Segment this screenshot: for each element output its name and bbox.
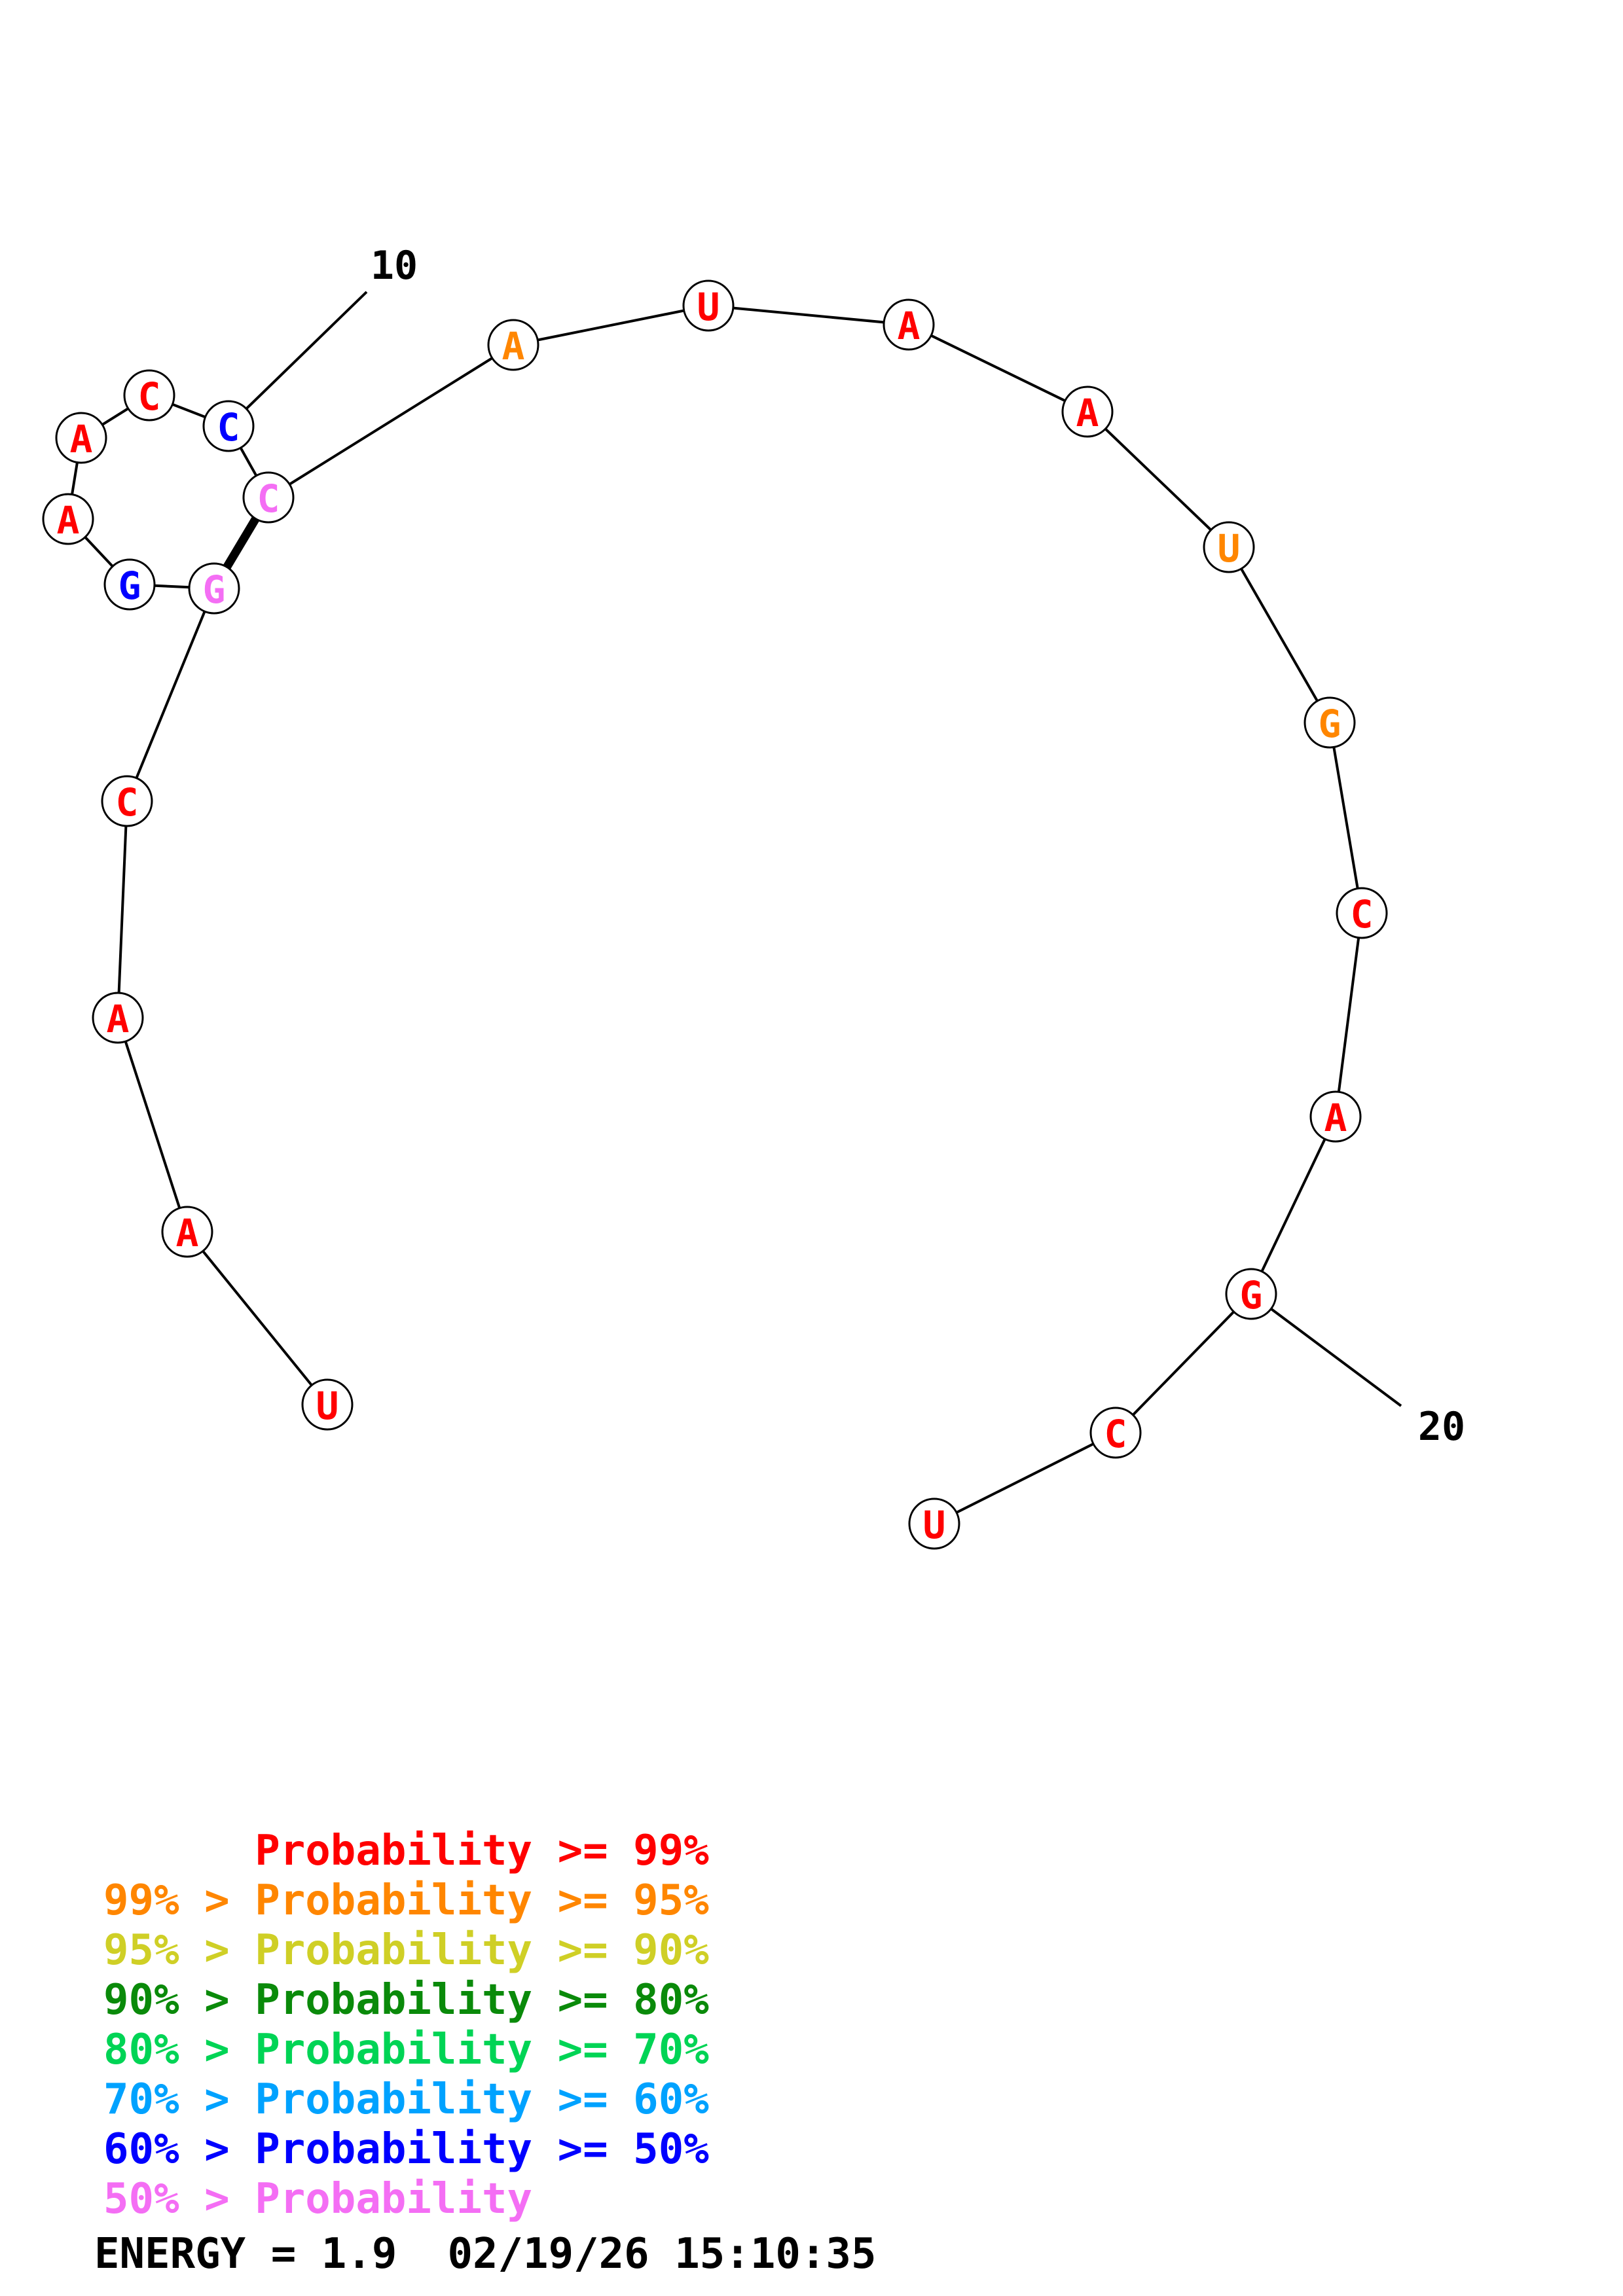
nucleotide-base: C (1351, 892, 1374, 937)
nucleotide-base: A (1324, 1096, 1347, 1140)
nucleotide-circle (1061, 386, 1114, 438)
nucleotide-circle (202, 400, 255, 452)
label-pointer-line (227, 291, 368, 427)
nucleotide-circle (908, 1498, 960, 1550)
nucleotide-base: A (107, 997, 130, 1041)
backbone-segment (1228, 547, 1331, 723)
legend-item: 90% > Probability >= 80% (103, 1976, 709, 2024)
nucleotide-base: G (1319, 702, 1341, 746)
nucleotide-circle (188, 562, 240, 615)
nucleotide-circle (123, 369, 175, 422)
nucleotide-base: U (697, 285, 720, 329)
legend-item: 50% > Probability (103, 2175, 533, 2223)
backbone-segment (1114, 1293, 1252, 1434)
backbone-segment (267, 344, 515, 499)
nucleotide-base: A (502, 324, 525, 368)
backbone-segment (708, 304, 909, 326)
backbone-segment (126, 588, 215, 802)
nucleotide-base: U (316, 1384, 339, 1428)
legend-item: 95% > Probability >= 90% (103, 1926, 709, 1975)
nucleotide-base: A (176, 1211, 199, 1255)
nucleotide-circle (101, 775, 153, 827)
nucleotide-circle (1336, 887, 1388, 939)
energy-footer: ENERGY = 1.9 02/19/26 15:10:35 (94, 2230, 877, 2278)
backbone-segment (117, 1017, 189, 1232)
legend-item: 80% > Probability >= 70% (103, 2026, 709, 2074)
backbone-segment (117, 800, 128, 1018)
backbone-segment (934, 1431, 1116, 1525)
probability-legend: Probability >= 99% 99% > Probability >= 9… (103, 1826, 709, 2224)
nucleotide-circle (1225, 1268, 1277, 1320)
backbone-segment (1250, 1116, 1337, 1295)
nucleotide-circle (161, 1206, 213, 1258)
nucleotide-base: A (898, 304, 921, 348)
nucleotide-base: C (1104, 1412, 1127, 1456)
nucleotide-circle (487, 319, 539, 371)
nucleotide-circle (103, 558, 156, 611)
sequence-number-label: 10 (371, 243, 418, 289)
nucleotide-circle (301, 1378, 354, 1431)
nucleotide-base: C (257, 476, 280, 521)
label-pointer-line (1250, 1293, 1402, 1407)
backbone-segment (513, 304, 709, 346)
sequence-number-label: 20 (1418, 1404, 1465, 1450)
backbone-segment (1086, 410, 1230, 548)
nucleotide-circle (92, 992, 144, 1044)
nucleotide-base: C (217, 405, 240, 450)
nucleotide-circle (1089, 1407, 1142, 1459)
nucleotide-base: G (203, 567, 226, 612)
legend-item: 70% > Probability >= 60% (103, 2075, 709, 2124)
nucleotide-base: A (70, 417, 93, 461)
nucleotide-circle (1203, 521, 1255, 573)
nucleotide-circle (242, 471, 295, 524)
legend-item: 60% > Probability >= 50% (103, 2125, 709, 2174)
backbone-segment (1334, 912, 1363, 1117)
nucleotide-circle (1309, 1090, 1362, 1143)
nucleotide-circle (55, 412, 107, 464)
legend-item: Probability >= 99% (103, 1827, 709, 1875)
nucleotide-base: C (116, 780, 139, 825)
nucleotide-circle (883, 298, 935, 351)
nucleotide-circle (682, 279, 735, 332)
nucleotide-base: C (138, 374, 161, 419)
nucleotide-base: A (1076, 391, 1099, 435)
legend-item: 99% > Probability >= 95% (103, 1876, 709, 1925)
nucleotide-base: G (119, 564, 141, 608)
backbone-segment (186, 1230, 329, 1406)
nucleotide-base: A (57, 498, 80, 543)
nucleotide-base: U (1218, 526, 1241, 571)
nucleotide-circle (42, 493, 94, 545)
backbone-segment (1328, 722, 1363, 914)
backbone-segment (908, 323, 1088, 413)
nucleotide-base: G (1240, 1273, 1263, 1318)
nucleotide-base: U (923, 1503, 946, 1547)
nucleotide-circle (1304, 696, 1356, 749)
